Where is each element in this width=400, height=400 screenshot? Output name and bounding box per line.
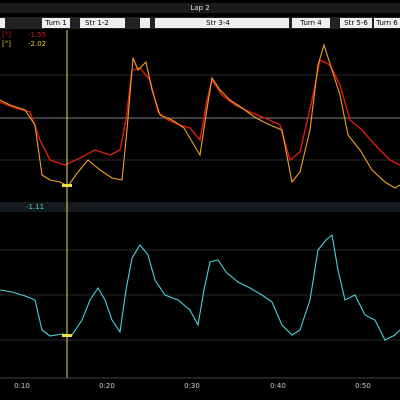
orange-trace [0,43,400,189]
cursor-marker [62,334,72,337]
x-tick-label: 0:40 [270,382,286,390]
upper-panel: [°] -1.55 [°] -2.02 [0,31,400,189]
section-label: Str 5-6 [344,19,368,27]
lap-bar [0,3,400,13]
readout-value: -2.02 [28,40,46,48]
section-box[interactable] [340,18,372,28]
section-label: Turn 4 [299,19,322,27]
cursor-marker [62,184,72,187]
section-box[interactable] [292,18,330,28]
section-label: Str 3-4 [206,19,230,27]
readout-value: -1.55 [28,31,46,39]
section-label: Turn 6 [375,19,398,27]
section-label: Str 1-2 [85,19,109,27]
section-bar: Turn 1 Str 1-2 Str 3-4 Turn 4 Str 5-6 Tu… [0,17,400,29]
section-box[interactable] [155,18,289,28]
section-box[interactable] [374,18,400,28]
section-box[interactable] [42,18,70,28]
section-box [0,18,5,28]
section-box[interactable] [80,18,125,28]
readout-unit: [°] [2,31,11,39]
lap-label: Lap 2 [190,4,209,12]
readout-unit: [°] [2,40,11,48]
x-tick-label: 0:30 [184,382,200,390]
x-tick-label: 0:10 [14,382,30,390]
cyan-trace [0,233,400,341]
section-box [140,18,150,28]
x-tick-label: 0:50 [355,382,371,390]
x-tick-label: 0:20 [99,382,115,390]
section-label: Turn 1 [44,19,67,27]
panel-divider [0,202,400,212]
readout-value: -1.11 [26,203,44,211]
